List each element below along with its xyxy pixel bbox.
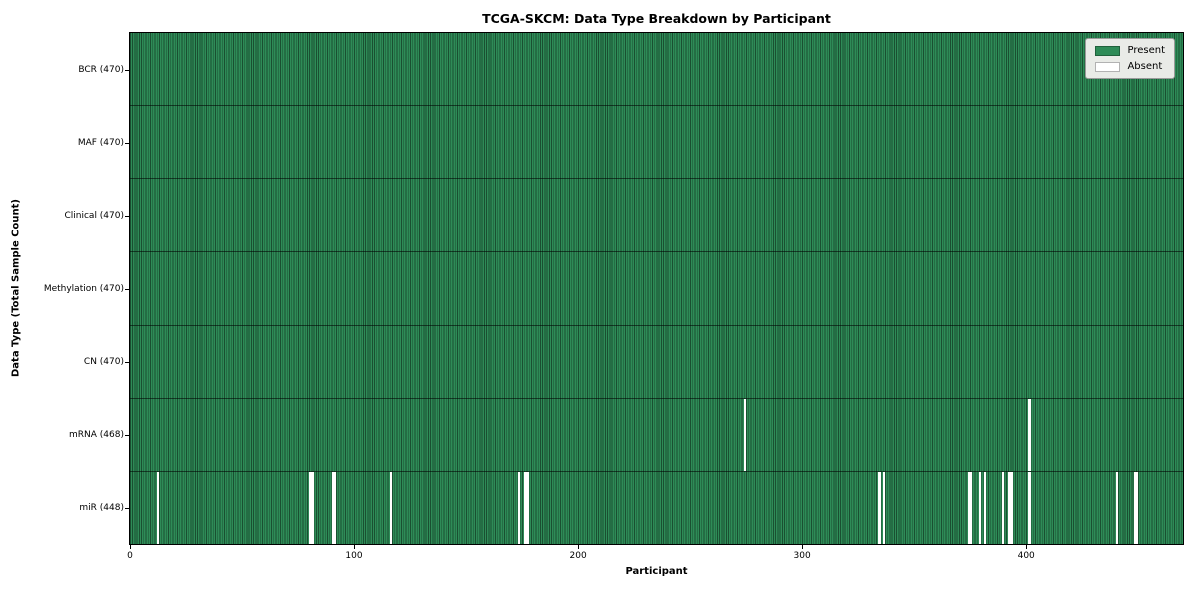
absent-mark (309, 471, 312, 544)
y-tick-mark (125, 69, 129, 71)
x-tick-labels: 0 100 200 300 400 (127, 545, 1183, 567)
x-tick-label: 400 (1017, 551, 1035, 561)
heatmap-row (130, 252, 1183, 326)
absent-mark (983, 471, 986, 544)
absent-mark (1001, 471, 1004, 544)
legend-label-present: Present (1127, 45, 1165, 56)
y-tick-label: Clinical (470) (64, 210, 124, 221)
legend: Present Absent (1085, 38, 1175, 79)
x-axis-label: Participant (625, 566, 688, 577)
y-tick-label: BCR (470) (78, 64, 124, 75)
y-tick-mark (125, 434, 129, 436)
absent-mark (1028, 398, 1031, 471)
heatmap-rows (130, 33, 1183, 544)
absent-mark (970, 471, 973, 544)
absent-mark (1008, 471, 1011, 544)
y-tick-label: miR (448) (79, 502, 124, 513)
chart-title: TCGA-SKCM: Data Type Breakdown by Partic… (482, 11, 831, 26)
x-tick-label: 0 (127, 551, 133, 561)
y-tick-label: MAF (470) (77, 137, 124, 148)
x-tick-mark (354, 545, 355, 549)
y-tick-label: Methylation (470) (43, 283, 124, 294)
y-tick-mark (125, 215, 129, 217)
heatmap-row (130, 33, 1183, 107)
absent-mark (311, 471, 314, 544)
legend-label-absent: Absent (1127, 61, 1163, 72)
heatmap-row (130, 398, 1183, 472)
absent-mark (1133, 471, 1136, 544)
x-tick-label: 300 (793, 551, 811, 561)
y-tick-labels: BCR (470) MAF (470) Clinical (470) Methylat… (0, 33, 129, 544)
legend-swatch-present (1095, 45, 1121, 56)
plot-area: Present Absent (129, 32, 1184, 545)
absent-mark (882, 471, 885, 544)
absent-mark (967, 471, 971, 544)
absent-mark (1135, 471, 1139, 544)
heatmap-row (130, 471, 1183, 544)
absent-mark (526, 471, 529, 544)
y-tick-mark (125, 361, 129, 363)
x-tick-mark (802, 545, 804, 549)
y-tick-label: mRNA (468) (69, 429, 124, 440)
absent-mark (743, 398, 747, 471)
absent-mark (156, 471, 160, 544)
legend-item-present: Present (1095, 45, 1165, 56)
x-tick-label: 200 (569, 551, 587, 561)
absent-mark (1115, 471, 1119, 544)
y-tick-mark (125, 142, 129, 144)
y-tick-mark (125, 288, 129, 290)
x-tick-mark (578, 545, 580, 549)
legend-swatch-absent (1095, 61, 1121, 72)
absent-mark (878, 471, 881, 544)
absent-mark (1010, 471, 1013, 544)
absent-mark (517, 471, 520, 544)
y-tick-label: CN (470) (83, 356, 124, 367)
x-tick-label: 100 (345, 551, 363, 561)
y-tick-mark (125, 507, 129, 509)
absent-mark (1028, 471, 1031, 544)
heatmap-row (130, 179, 1183, 253)
heatmap-row (130, 325, 1183, 399)
absent-mark (389, 471, 393, 544)
absent-mark (979, 471, 982, 544)
absent-mark (524, 471, 527, 544)
absent-mark (331, 471, 334, 544)
x-tick-mark (130, 545, 131, 549)
absent-mark (333, 471, 337, 544)
heatmap-row (130, 106, 1183, 180)
x-tick-mark (1026, 545, 1028, 549)
legend-item-absent: Absent (1095, 61, 1165, 72)
